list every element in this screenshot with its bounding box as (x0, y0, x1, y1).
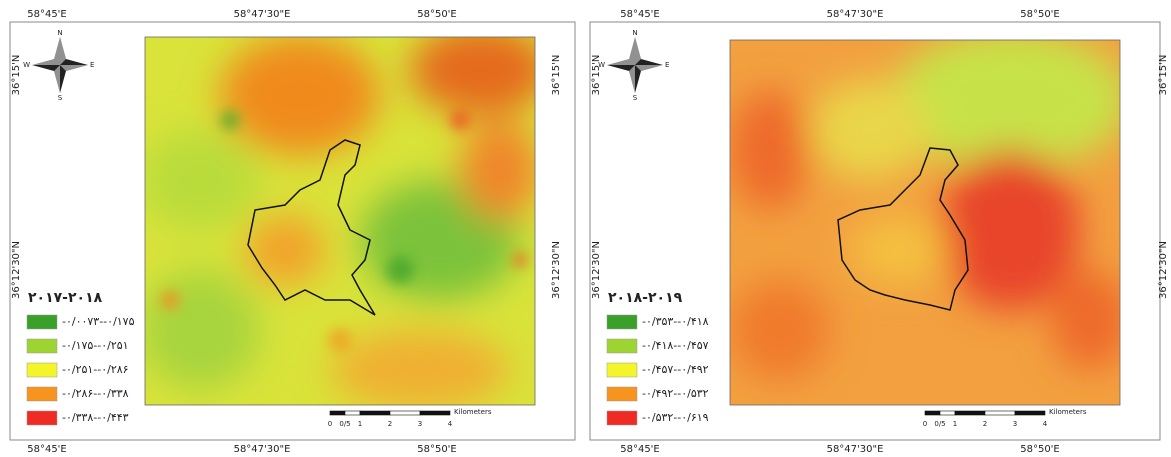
legend-swatch (27, 387, 57, 401)
scale-label: 1 (953, 420, 957, 428)
legend-swatch (27, 363, 57, 377)
legend-label: -۰/۱۷۵--۰/۲۵۱ (62, 339, 129, 352)
coord-label: 58°50'E (417, 444, 457, 455)
scale-segment (330, 411, 345, 415)
north-letter: N (57, 29, 62, 37)
coord-label: 58°47'30"E (234, 444, 291, 455)
coord-label: 36°12'30"N (551, 241, 562, 299)
scale-segment (955, 411, 985, 415)
legend-label: -۰/۳۵۳--۰/۴۱۸ (642, 315, 709, 328)
scale-label: 0 (923, 420, 927, 428)
north-letter: W (23, 61, 30, 69)
coord-label: 58°45'E (27, 444, 67, 455)
scale-unit: Kilometers (1049, 408, 1087, 416)
scale-segment (940, 411, 955, 415)
legend-label: -۰/۰۰۷۳--۰/۱۷۵ (62, 315, 135, 328)
coord-label: 58°47'30"E (234, 9, 291, 20)
scale-segment (1015, 411, 1045, 415)
scale-segment (345, 411, 360, 415)
legend-label: -۰/۴۹۲--۰/۵۳۲ (642, 387, 709, 400)
scale-label: 0 (328, 420, 332, 428)
scale-segment (360, 411, 390, 415)
legend-label: -۰/۵۳۲--۰/۶۱۹ (642, 411, 709, 424)
map-raster (730, 30, 1130, 405)
coord-label: 58°47'30"E (827, 9, 884, 20)
north-letter: E (90, 61, 94, 69)
legend-label: -۰/۲۵۱--۰/۲۸۶ (62, 363, 129, 376)
legend-swatch (27, 315, 57, 329)
north-letter: E (665, 61, 669, 69)
scale-label: 0/5 (339, 420, 350, 428)
legend-swatch (27, 339, 57, 353)
legend-label: -۰/۴۱۸--۰/۴۵۷ (642, 339, 709, 352)
panel-title: ۲۰۱۸-۲۰۱۹ (608, 290, 683, 306)
coord-label: 58°50'E (1020, 444, 1060, 455)
scale-label: 0/5 (934, 420, 945, 428)
scale-unit: Kilometers (454, 408, 492, 416)
legend-swatch (607, 387, 637, 401)
coord-label: 36°15'N (11, 55, 22, 96)
legend-swatch (607, 339, 637, 353)
coord-label: 58°45'E (620, 444, 660, 455)
scale-label: 1 (358, 420, 362, 428)
coord-label: 36°15'N (551, 55, 562, 96)
scale-segment (420, 411, 450, 415)
coord-label: 36°12'30"N (11, 241, 22, 299)
legend-label: -۰/۴۵۷--۰/۴۹۲ (642, 363, 709, 376)
north-arrow (607, 37, 663, 93)
scale-label: 4 (448, 420, 453, 428)
coord-label: 58°47'30"E (827, 444, 884, 455)
figure: 58°45'E 58°47'30"E 58°50'E 58°45'E 58°47'30"… (0, 0, 1171, 457)
legend-label: -۰/۲۸۶--۰/۳۳۸ (62, 387, 129, 400)
coord-label: 58°45'E (620, 9, 660, 20)
scale-segment (390, 411, 420, 415)
scale-label: 4 (1043, 420, 1048, 428)
coord-label: 58°45'E (27, 9, 67, 20)
coord-label: 36°15'N (1158, 55, 1169, 96)
legend-swatch (607, 363, 637, 377)
scale-label: 2 (388, 420, 392, 428)
north-letter: W (598, 61, 605, 69)
scale-label: 3 (1013, 420, 1017, 428)
scale-label: 2 (983, 420, 987, 428)
scale-label: 3 (418, 420, 422, 428)
coord-label: 36°12'30"N (1158, 241, 1169, 299)
north-letter: N (632, 29, 637, 37)
map-raster (140, 25, 550, 410)
north-arrow (32, 37, 88, 93)
north-letter: S (58, 94, 63, 102)
coord-label: 58°50'E (1020, 9, 1060, 20)
legend-swatch (607, 315, 637, 329)
legend-swatch (607, 411, 637, 425)
panel-title: ۲۰۱۷-۲۰۱۸ (28, 290, 103, 306)
legend-swatch (27, 411, 57, 425)
scale-segment (985, 411, 1015, 415)
legend-label: -۰/۳۳۸--۰/۴۴۳ (62, 411, 129, 424)
coord-label: 36°12'30"N (591, 241, 602, 299)
scale-segment (925, 411, 940, 415)
coord-label: 58°50'E (417, 9, 457, 20)
north-letter: S (633, 94, 638, 102)
